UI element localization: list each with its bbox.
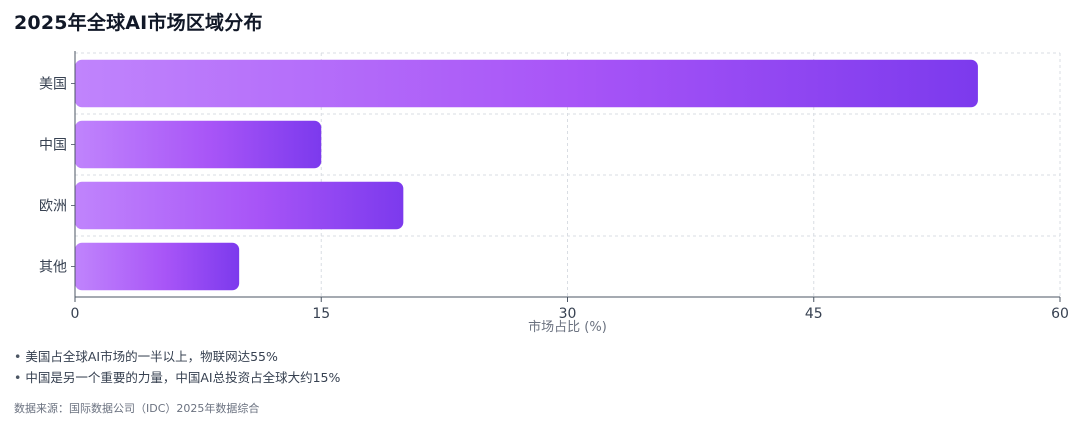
category-label: 其他: [39, 260, 67, 276]
source-text: 数据来源：国际数据公司（IDC）2025年数据综合: [14, 402, 260, 415]
x-tick-label: 0: [71, 306, 80, 322]
note-item: 中国是另一个重要的力量，中国AI总投资占全球大约15%: [14, 367, 340, 388]
note-item: 美国占全球AI市场的一半以上，物联网达55%: [14, 346, 340, 367]
chart-title: 2025年全球AI市场区域分布: [14, 12, 263, 34]
grid-lines: [75, 52, 1061, 297]
category-label: 美国: [39, 77, 67, 93]
bar-2: [75, 181, 404, 230]
x-tick-label: 15: [312, 306, 330, 322]
x-tick-label: 45: [805, 306, 823, 322]
x-axis-label: 市场占比 (%): [528, 319, 607, 335]
category-label: 中国: [39, 138, 67, 154]
category-label: 欧洲: [39, 199, 67, 215]
axes-group: [71, 51, 1061, 302]
bar-3: [75, 242, 240, 291]
bar-1: [75, 120, 322, 169]
bars-group: [75, 59, 978, 291]
x-tick-label: 30: [559, 306, 577, 322]
notes-list: 美国占全球AI市场的一半以上，物联网达55% 中国是另一个重要的力量，中国AI总…: [14, 346, 340, 388]
x-tick-label: 60: [1051, 306, 1069, 322]
bar-0: [75, 59, 978, 108]
